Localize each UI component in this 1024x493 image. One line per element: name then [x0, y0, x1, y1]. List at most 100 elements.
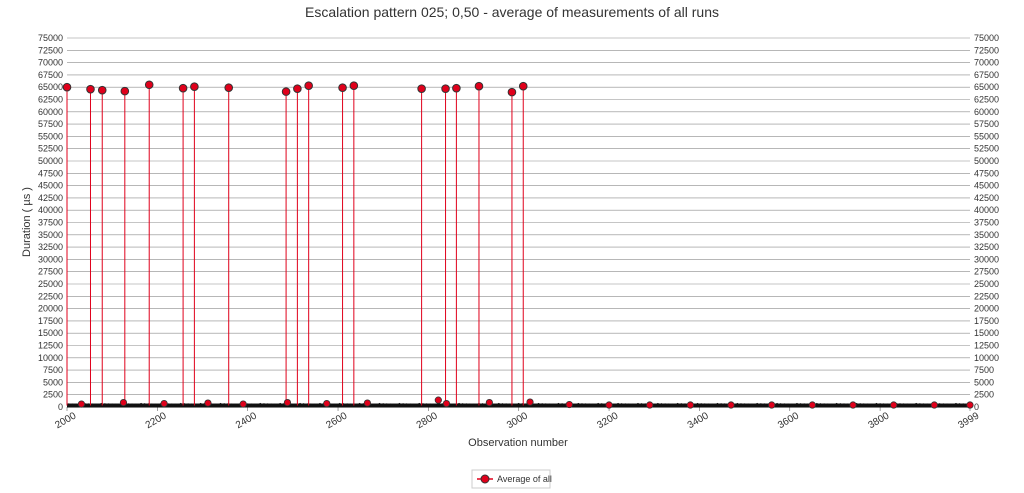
y-tick-label-right: 10000 [974, 353, 999, 363]
peak-point[interactable] [224, 83, 234, 92]
y-tick-label: 72500 [38, 45, 63, 55]
peak-point[interactable] [338, 83, 347, 92]
peak-point[interactable] [190, 82, 199, 92]
y-tick-label: 62500 [38, 95, 63, 105]
peak-point[interactable] [178, 83, 188, 93]
y-tick-label-right: 37500 [974, 218, 999, 228]
peak-point[interactable] [62, 82, 72, 92]
data-point[interactable] [160, 399, 168, 408]
y-tick-label: 70000 [38, 58, 63, 68]
y-tick-label-right: 5000 [974, 377, 994, 387]
peak-point[interactable] [349, 81, 359, 91]
x-tick-label: 2800 [415, 410, 440, 431]
x-tick-label: 3200 [595, 410, 620, 431]
x-axis: 2000 2200 2400 2600 2800 3000 3200 3400 3600 3800… [53, 407, 982, 431]
peak-point[interactable] [97, 85, 107, 95]
y-tick-label-right: 20000 [974, 304, 999, 314]
data-point[interactable] [930, 401, 938, 409]
y-tick-label: 22500 [38, 291, 63, 301]
data-point[interactable] [239, 400, 247, 408]
y-tick-label: 30000 [38, 254, 63, 264]
y-axis-right: 0 2500 5000 7500 10000 12500 15000 17500 20000 22… [974, 33, 999, 412]
y-tick-label-right: 47500 [974, 168, 999, 178]
peak-point[interactable] [293, 84, 302, 93]
data-point[interactable] [442, 399, 451, 408]
y-tick-label: 10000 [38, 353, 63, 363]
baseline-band [67, 403, 970, 408]
data-point[interactable] [849, 401, 857, 409]
data-point[interactable] [966, 401, 974, 409]
y-tick-label-right: 30000 [974, 254, 999, 264]
data-point[interactable] [686, 401, 694, 409]
baseline-trace [66, 402, 969, 407]
y-tick-label: 7500 [43, 365, 63, 375]
y-tick-label: 20000 [38, 304, 63, 314]
peak-point[interactable] [474, 81, 484, 91]
y-tick-label: 75000 [38, 33, 63, 43]
data-point[interactable] [526, 398, 534, 406]
data-point[interactable] [363, 399, 371, 407]
y-tick-label-right: 45000 [974, 181, 999, 191]
data-point[interactable] [204, 399, 212, 407]
peak-point[interactable] [518, 81, 528, 91]
y-tick-label-right: 17500 [974, 316, 999, 326]
y-tick-label: 2500 [43, 390, 63, 400]
peak-point[interactable] [507, 87, 517, 97]
data-point[interactable] [485, 398, 493, 407]
y-tick-label-right: 67500 [974, 70, 999, 80]
data-point[interactable] [565, 400, 573, 409]
x-tick-label: 3999 [956, 410, 981, 431]
y-tick-label: 65000 [38, 82, 63, 92]
data-point[interactable] [605, 401, 613, 409]
y-tick-label: 57500 [38, 119, 63, 129]
y-tick-label: 25000 [38, 279, 63, 289]
x-tick-label: 2000 [53, 410, 78, 431]
peak-point[interactable] [452, 83, 461, 93]
y-tick-label: 32500 [38, 242, 63, 252]
peak-point[interactable] [417, 84, 426, 93]
x-tick-label: 3800 [866, 410, 891, 431]
y-tick-label-right: 70000 [974, 58, 999, 68]
x-tick-label: 3600 [776, 410, 801, 431]
y-tick-label-right: 60000 [974, 107, 999, 117]
data-point[interactable] [646, 401, 654, 409]
peak-point[interactable] [120, 86, 130, 96]
x-tick-label: 3000 [505, 410, 530, 431]
y-tick-label: 15000 [38, 328, 63, 338]
peak-point[interactable] [304, 81, 313, 91]
data-point[interactable] [768, 401, 776, 409]
y-tick-label-right: 75000 [974, 33, 999, 43]
y-tick-label-right: 22500 [974, 291, 999, 301]
peak-point[interactable] [144, 80, 154, 90]
y-tick-label: 0 [58, 402, 63, 412]
data-point[interactable] [77, 400, 86, 408]
data-point[interactable] [727, 401, 735, 409]
y-axis-left: 0 2500 5000 7500 10000 12500 15000 17500 20000 22… [38, 33, 63, 412]
y-tick-label-right: 27500 [974, 267, 999, 277]
peak-point[interactable] [441, 84, 450, 93]
y-tick-label: 47500 [38, 168, 63, 178]
peak-point[interactable] [281, 87, 291, 96]
peak-point[interactable] [86, 84, 95, 94]
legend-label: Average of all [497, 474, 552, 484]
data-point[interactable] [323, 399, 331, 408]
y-tick-label-right: 52500 [974, 144, 999, 154]
y-tick-label: 27500 [38, 267, 63, 277]
y-tick-label-right: 12500 [974, 341, 999, 351]
data-point[interactable] [808, 401, 816, 409]
data-point[interactable] [890, 401, 898, 409]
y-tick-label-right: 25000 [974, 279, 999, 289]
data-point[interactable] [119, 398, 128, 407]
y-tick-label: 37500 [38, 218, 63, 228]
y-tick-label-right: 72500 [974, 45, 999, 55]
legend[interactable]: Average of all [471, 469, 552, 489]
y-tick-label: 50000 [38, 156, 63, 166]
y-tick-label: 52500 [38, 144, 63, 154]
data-point[interactable] [434, 396, 442, 404]
y-tick-label: 42500 [38, 193, 63, 203]
data-point[interactable] [283, 398, 292, 407]
y-tick-label-right: 15000 [974, 328, 999, 338]
y-axis-title: Duration ( µs ) [21, 187, 33, 257]
y-tick-label: 5000 [43, 377, 63, 387]
